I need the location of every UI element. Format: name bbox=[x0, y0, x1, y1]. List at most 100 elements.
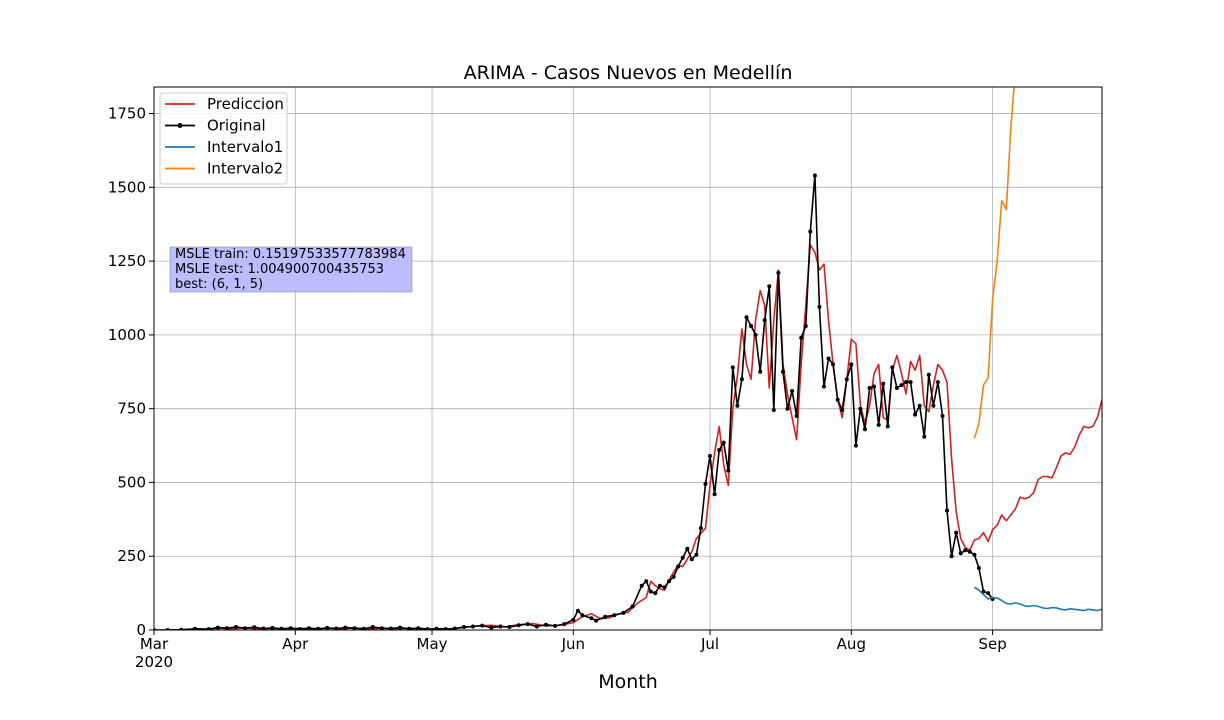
data-point-original bbox=[844, 377, 849, 382]
legend-marker-original bbox=[177, 123, 183, 128]
data-point-original bbox=[644, 579, 649, 584]
data-point-original bbox=[954, 530, 959, 535]
data-point-original bbox=[498, 624, 503, 629]
x-tick-label: Aug bbox=[837, 635, 866, 653]
y-tick-label: 1000 bbox=[108, 326, 146, 344]
data-point-original bbox=[967, 549, 972, 554]
data-point-original bbox=[826, 356, 831, 361]
data-point-original bbox=[739, 377, 744, 382]
data-point-original bbox=[803, 324, 808, 328]
x-tick-label: Jun bbox=[561, 635, 585, 653]
series-line-intervalo1 bbox=[973, 586, 1102, 612]
stats-msle-train: MSLE train: 0.15197533577783984 bbox=[175, 247, 406, 262]
stats-box: MSLE train: 0.15197533577783984 MSLE tes… bbox=[169, 246, 413, 293]
data-point-original bbox=[858, 406, 863, 411]
data-point-original bbox=[976, 566, 981, 570]
data-point-original bbox=[717, 448, 722, 452]
data-point-original bbox=[972, 552, 977, 557]
data-point-original bbox=[425, 627, 430, 630]
series-line-intervalo2 bbox=[973, 87, 1015, 439]
data-point-original bbox=[621, 610, 626, 615]
legend: Prediccion Original Intervalo1 Intervalo2 bbox=[159, 92, 288, 185]
data-point-original bbox=[899, 383, 904, 388]
data-point-original bbox=[525, 622, 530, 627]
data-point-original bbox=[243, 626, 248, 630]
data-point-original bbox=[694, 552, 699, 557]
data-point-original bbox=[603, 614, 608, 619]
data-point-original bbox=[234, 625, 238, 629]
data-point-original bbox=[812, 173, 817, 178]
data-point-original bbox=[370, 625, 375, 629]
data-point-original bbox=[680, 555, 685, 560]
data-point-original bbox=[904, 380, 908, 385]
x-tick-label: Sep bbox=[978, 635, 1006, 653]
data-point-original bbox=[379, 626, 384, 630]
data-point-original bbox=[794, 414, 799, 418]
x-tick-label: Jul bbox=[700, 635, 719, 653]
data-point-original bbox=[224, 626, 229, 630]
data-point-original bbox=[667, 579, 671, 584]
data-point-original bbox=[648, 589, 653, 594]
y-tick-label: 1750 bbox=[108, 105, 146, 123]
data-point-original bbox=[571, 617, 576, 622]
data-point-original bbox=[708, 453, 712, 458]
data-point-original bbox=[762, 318, 767, 323]
data-point-original bbox=[963, 548, 968, 553]
data-point-original bbox=[744, 315, 749, 320]
x-tick-label: Apr bbox=[282, 635, 309, 653]
data-point-original bbox=[945, 508, 949, 513]
x-axis-label: Month bbox=[598, 671, 658, 693]
data-point-original bbox=[307, 626, 311, 630]
chart-title: ARIMA - Casos Nuevos en Medellín bbox=[464, 62, 793, 84]
legend-label-original: Original bbox=[207, 117, 266, 135]
data-point-original bbox=[908, 380, 913, 385]
data-point-original bbox=[781, 369, 785, 374]
data-point-original bbox=[580, 613, 585, 618]
data-point-original bbox=[831, 362, 836, 367]
data-point-original bbox=[917, 403, 922, 408]
data-point-original bbox=[735, 403, 740, 408]
y-tick-label: 0 bbox=[136, 621, 146, 639]
data-point-original bbox=[749, 324, 754, 328]
y-tick-label: 250 bbox=[117, 547, 146, 565]
data-point-original bbox=[352, 626, 357, 630]
x-tick-label: May bbox=[417, 635, 448, 653]
data-point-original bbox=[808, 229, 813, 234]
data-point-original bbox=[726, 468, 731, 473]
data-point-original bbox=[881, 381, 886, 386]
data-point-original bbox=[461, 625, 466, 629]
data-point-original bbox=[452, 626, 457, 630]
data-point-original bbox=[534, 624, 539, 629]
data-point-original bbox=[443, 627, 448, 630]
data-point-original bbox=[922, 434, 927, 439]
data-point-original bbox=[297, 627, 302, 630]
data-point-original bbox=[935, 380, 940, 385]
x-tick-year-label: 2020 bbox=[135, 653, 173, 671]
data-point-original bbox=[639, 583, 644, 588]
data-point-original bbox=[958, 551, 963, 556]
data-point-original bbox=[657, 583, 662, 588]
data-point-original bbox=[986, 591, 991, 596]
data-point-original bbox=[553, 623, 558, 628]
data-point-original bbox=[867, 386, 872, 390]
data-point-original bbox=[758, 369, 763, 374]
data-point-original bbox=[416, 626, 421, 630]
data-point-original bbox=[544, 622, 548, 627]
data-point-original bbox=[594, 618, 599, 623]
legend-box bbox=[159, 92, 288, 185]
data-point-original bbox=[698, 526, 703, 531]
data-point-original bbox=[471, 624, 475, 629]
data-point-original bbox=[817, 304, 822, 309]
data-point-original bbox=[776, 270, 781, 275]
data-point-original bbox=[261, 626, 266, 630]
data-point-original bbox=[507, 625, 512, 629]
data-point-original bbox=[480, 623, 485, 628]
data-point-original bbox=[489, 625, 494, 630]
data-point-original bbox=[872, 384, 877, 389]
data-point-original bbox=[361, 626, 366, 630]
data-point-original bbox=[685, 546, 690, 551]
data-point-original bbox=[407, 626, 412, 630]
data-point-original bbox=[849, 362, 854, 367]
data-point-original bbox=[949, 554, 954, 559]
